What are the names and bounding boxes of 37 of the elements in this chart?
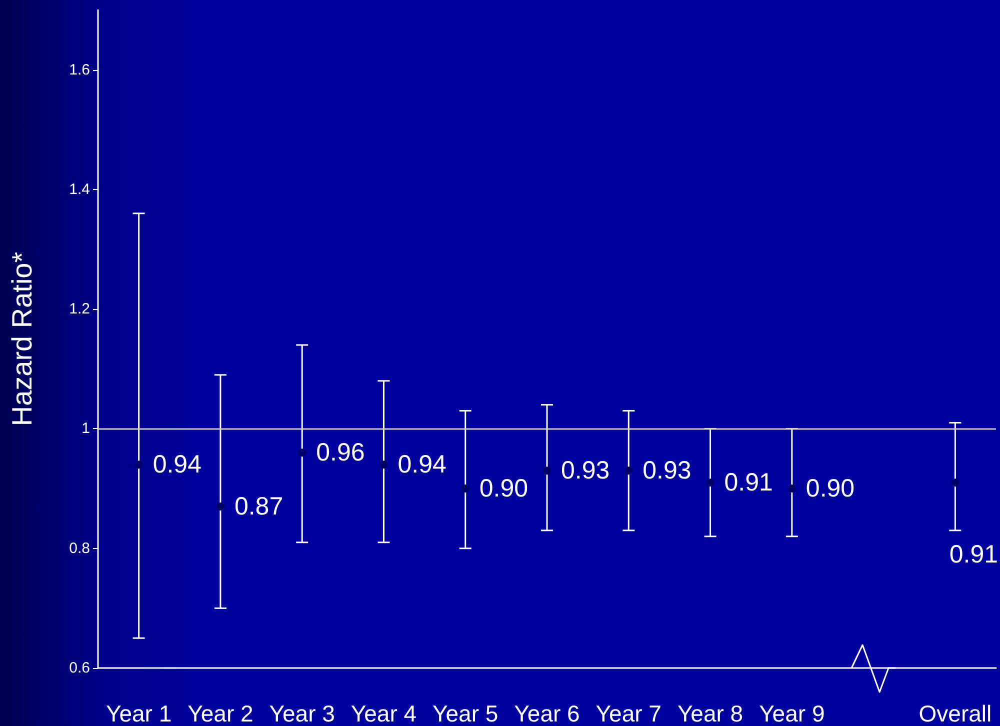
point [951,478,960,487]
data-label: 0.90 [479,474,528,503]
data-label: 0.94 [152,450,202,479]
point [216,502,224,510]
x-tick-label: Year 4 [350,700,417,726]
x-tick-label: Year 7 [596,700,662,726]
data-label: 0.96 [316,438,365,467]
point [134,460,143,469]
x-tick-label: Year 8 [677,700,744,726]
x-tick-label: Year 5 [432,700,498,726]
point [788,484,796,493]
data-label: 0.94 [398,450,446,479]
point [543,466,551,475]
x-tick-label: Year 3 [269,700,335,726]
point [380,460,388,469]
data-label: 0.91 [724,468,773,497]
y-axis-title: Hazard Ratio* [6,252,38,426]
x-tick-label: Year 9 [759,700,825,726]
x-tick-label: Year 1 [106,700,172,726]
x-tick-label: Year 2 [188,700,254,726]
y-tick-label: 0.6 [69,660,90,676]
x-tick-label: Overall [918,700,992,726]
data-label: 0.87 [234,492,284,520]
data-label: 0.93 [642,456,692,485]
data-label: 0.93 [561,456,610,485]
y-tick-label: 1.6 [69,61,90,78]
point [624,466,633,475]
y-tick-label: 1.4 [69,180,90,198]
y-tick-label: 0.8 [69,540,90,557]
point [298,448,306,457]
point [706,478,714,487]
point [461,484,470,493]
y-tick-label: 1 [82,420,90,438]
x-tick-label: Year 6 [514,700,580,726]
data-label: 0.91 [949,540,998,568]
data-label: 0.90 [806,474,855,503]
y-tick-label: 1.2 [69,300,90,318]
